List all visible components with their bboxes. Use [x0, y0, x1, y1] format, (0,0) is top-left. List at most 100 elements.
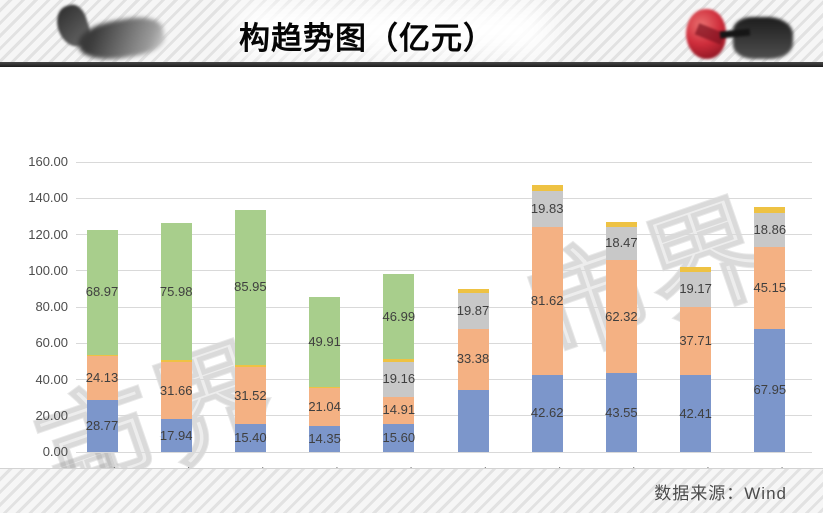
y-axis-tick-label: 0.00	[42, 444, 68, 459]
bar-segment-钢铁产业-2021年	[754, 207, 786, 213]
chart-card: 市界 市界 市界 160.00140.00120.00100.0080.0060…	[0, 67, 818, 513]
bar-value-label: 37.71	[679, 332, 712, 348]
bar-segment-钛产业-2019年	[605, 373, 637, 452]
bar-segment-钢铁产业-2020年	[680, 266, 712, 273]
bar-segment-矿山采掘业-2013年	[160, 222, 192, 361]
bar-value-label: 68.97	[85, 284, 119, 300]
bar-segment-钢铁产业-2018年	[531, 185, 563, 191]
bar-value-label: 14.35	[308, 430, 341, 446]
bar-segment-钛产业-2017年	[457, 389, 489, 452]
y-axis-tick-label: 160.00	[28, 154, 68, 169]
bar-value-label: 81.62	[530, 292, 564, 308]
bar-value-label: 19.16	[382, 371, 416, 387]
bar-value-label: 42.41	[679, 405, 712, 421]
bar-segment-钒产业-2015年	[309, 387, 341, 426]
bar-value-label: 45.15	[753, 279, 787, 295]
bar-segment-钢铁产业-2016年	[383, 359, 415, 362]
gridline	[76, 234, 812, 235]
bar-value-label: 17.94	[159, 427, 193, 443]
bar-segment-钛产业-2014年	[234, 424, 266, 452]
bar-value-label: 31.52	[234, 387, 267, 403]
bar-segment-钢铁产业-2015年	[309, 386, 341, 388]
bar-segment-电力行业-2019年	[605, 226, 637, 261]
bar-value-label: 85.95	[234, 279, 267, 295]
bar-segment-钢铁产业-2019年	[605, 222, 637, 227]
bar-segment-钒产业-2014年	[234, 366, 266, 425]
y-axis-tick-label: 100.00	[28, 262, 68, 278]
bar-value-label: 49.91	[308, 333, 341, 349]
bar-value-label: 42.62	[530, 405, 564, 421]
gridline	[76, 415, 812, 417]
bar-value-label: 24.13	[85, 369, 119, 385]
bar-segment-钛产业-2021年	[754, 328, 786, 452]
gridline	[76, 161, 812, 163]
bar-value-label: 31.66	[159, 382, 193, 398]
bar-segment-钒产业-2012年	[86, 356, 118, 400]
bar-value-label: 19.17	[679, 281, 712, 297]
header-divider	[0, 62, 823, 67]
bar-segment-钒产业-2021年	[754, 247, 786, 329]
bar-value-label: 43.55	[605, 404, 638, 420]
y-axis-tick-label: 140.00	[28, 190, 68, 206]
y-axis-tick-label: 60.00	[35, 335, 68, 351]
bar-segment-钛产业-2018年	[531, 374, 563, 452]
bar-segment-电力行业-2018年	[531, 190, 563, 227]
bar-segment-钒产业-2016年	[383, 396, 415, 424]
header-band: 构趋势图（亿元）	[0, 0, 823, 66]
bar-segment-矿山采掘业-2016年	[383, 274, 415, 360]
bar-segment-钛产业-2020年	[680, 375, 712, 452]
bar-segment-钛产业-2013年	[160, 419, 192, 452]
bar-value-label: 46.99	[382, 308, 416, 324]
bar-value-label: 75.98	[159, 283, 193, 299]
bar-segment-钢铁产业-2017年	[457, 289, 489, 294]
bar-segment-矿山采掘业-2015年	[309, 296, 341, 387]
title-background-glow	[237, 6, 548, 54]
gridline	[76, 270, 812, 272]
smudge-logo-left-tail-icon	[75, 12, 167, 66]
bar-segment-电力行业-2020年	[680, 272, 712, 307]
data-source-text: 数据来源：Wind	[654, 484, 787, 503]
footer-band: 数据来源：Wind	[0, 468, 823, 513]
bar-segment-电力行业-2017年	[457, 293, 489, 330]
bar-segment-钒产业-2017年	[457, 329, 489, 390]
bar-segment-钒产业-2019年	[605, 260, 637, 374]
bar-value-label: 19.87	[456, 303, 490, 319]
gridline	[76, 379, 812, 380]
bar-value-label: 67.95	[753, 382, 787, 398]
bar-value-label: 62.32	[605, 308, 638, 324]
gridline	[76, 306, 812, 308]
bar-segment-电力行业-2016年	[383, 361, 415, 397]
bar-segment-钒产业-2020年	[680, 306, 712, 376]
y-axis-tick-label: 40.00	[35, 371, 68, 387]
bar-segment-钛产业-2016年	[383, 423, 415, 452]
bar-value-label: 15.40	[234, 430, 267, 446]
bar-value-label: 21.04	[308, 398, 341, 414]
bar-value-label: 19.83	[530, 200, 564, 216]
plot-area: 160.00 140.00 120.00 100.00 80.00 60.00 40.00 2…	[28, 154, 812, 482]
bar-value-label: 18.47	[605, 235, 638, 251]
bar-segment-电力行业-2021年	[754, 212, 786, 248]
gridline	[76, 451, 812, 453]
bar-segment-钒产业-2013年	[160, 362, 192, 420]
bar-segment-钢铁产业-2013年	[160, 360, 192, 363]
bar-segment-钛产业-2012年	[86, 399, 118, 452]
page-title: 构趋势图（亿元）	[239, 21, 495, 56]
bar-segment-矿山采掘业-2014年	[234, 209, 266, 366]
bar-segment-钢铁产业-2014年	[234, 365, 266, 367]
smudge-logo-right-icon	[733, 17, 793, 59]
bar-value-label: 18.86	[753, 221, 787, 237]
bar-segment-矿山采掘业-2012年	[86, 229, 118, 355]
bar-value-label: 33.38	[456, 351, 490, 367]
y-axis-tick-label: 120.00	[28, 226, 68, 242]
bar-segment-钢铁产业-2012年	[86, 354, 118, 357]
bar-value-label: 15.60	[382, 429, 416, 445]
gridline	[76, 342, 812, 344]
y-axis-tick-label: 20.00	[35, 407, 68, 423]
bar-segment-钒产业-2018年	[531, 226, 563, 375]
gridline	[76, 197, 812, 199]
bar-segment-钛产业-2015年	[309, 426, 341, 452]
bar-value-label: 28.77	[85, 417, 119, 433]
y-axis-tick-label: 80.00	[35, 299, 68, 314]
bar-value-label: 14.91	[382, 402, 416, 418]
